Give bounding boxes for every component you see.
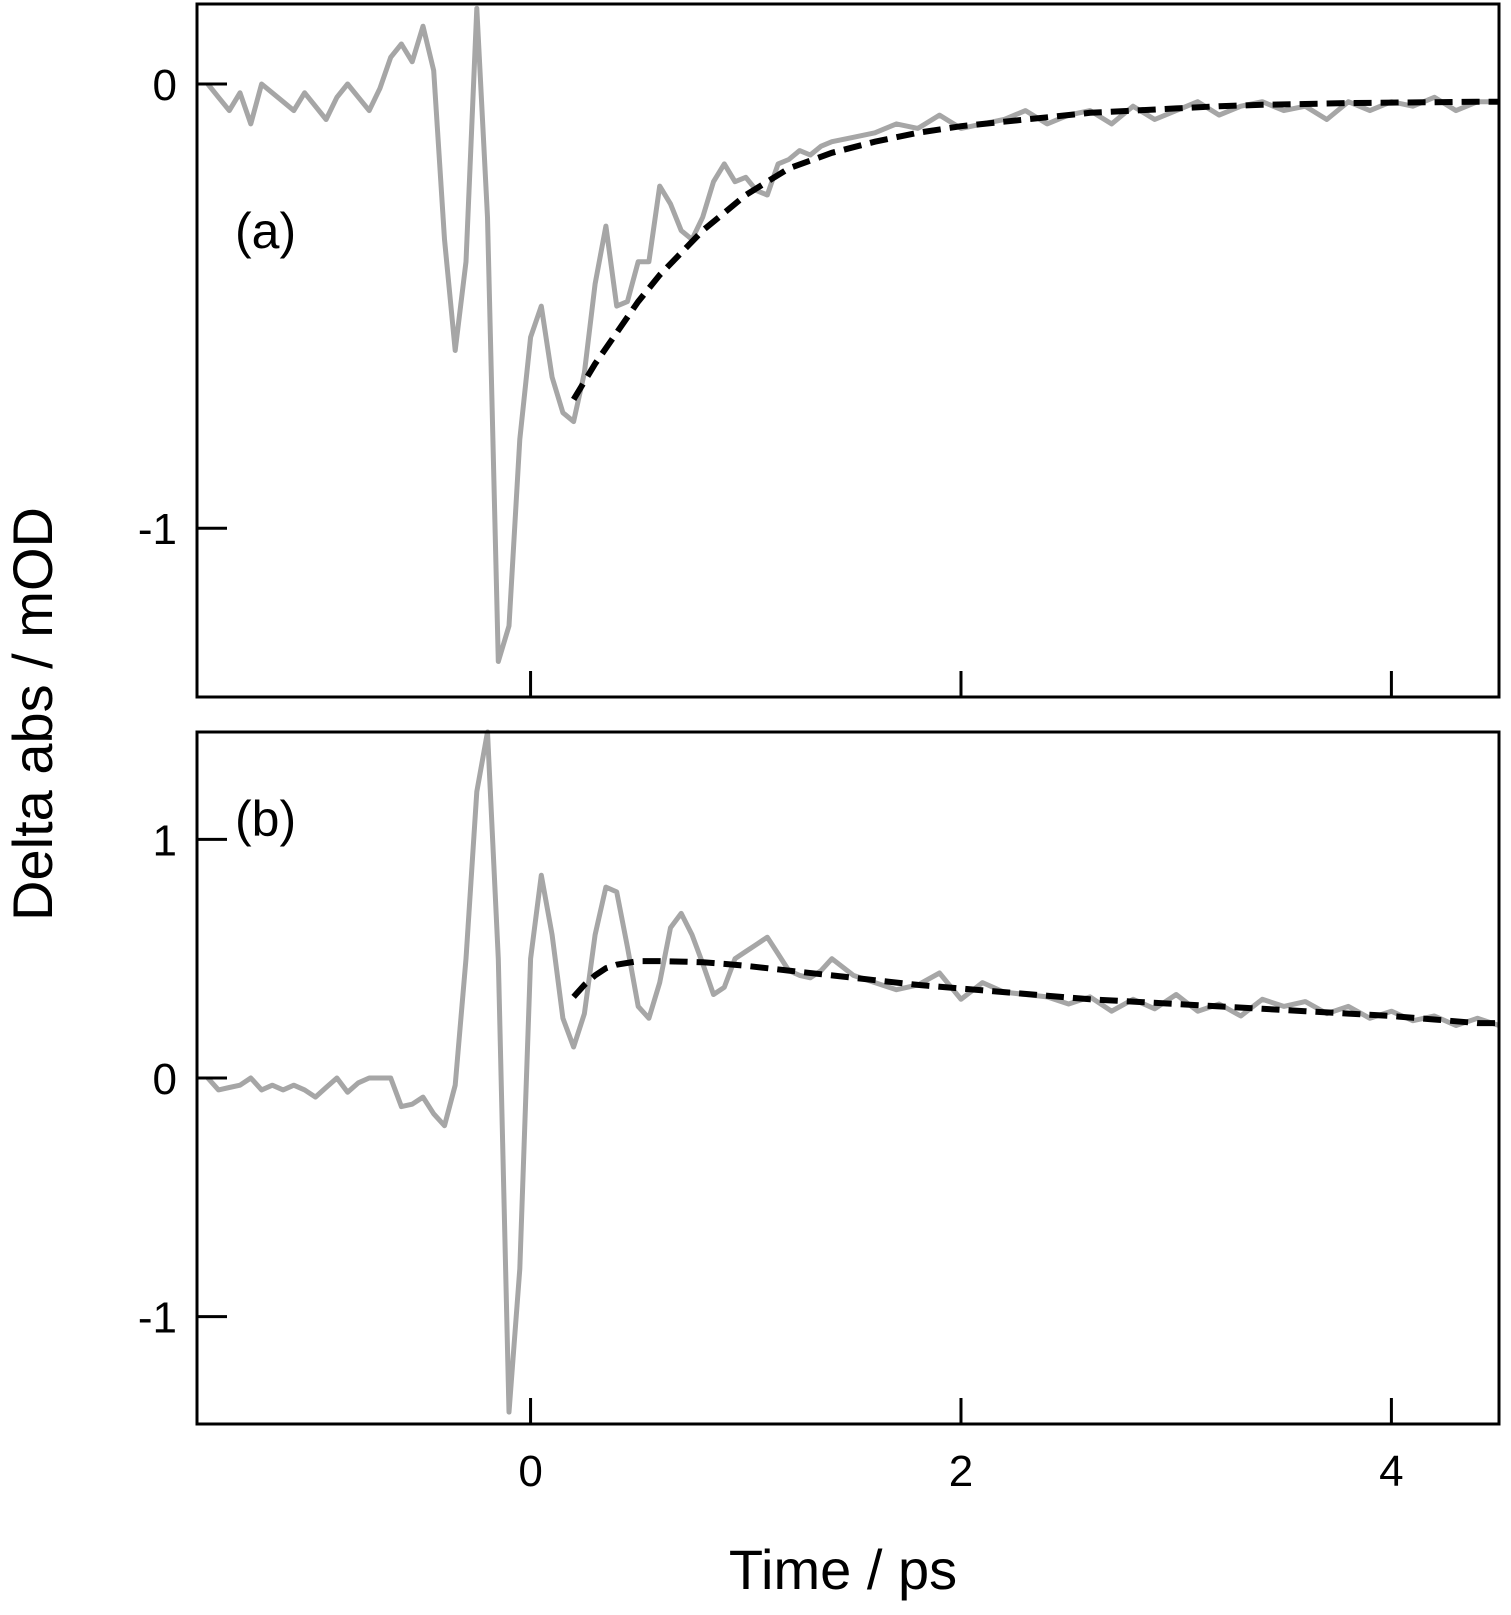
x-tick-label: 2 <box>949 1447 973 1496</box>
y-tick-label: -1 <box>138 1294 177 1343</box>
x-tick-label: 4 <box>1379 1447 1403 1496</box>
series-fit-line <box>571 958 1499 1027</box>
plot-frame <box>195 2 1501 699</box>
panel-a: 0 -1 (a) <box>138 2 1501 699</box>
series-fit-line <box>571 98 1499 401</box>
panel-label: (b) <box>235 791 296 847</box>
x-axis-label: Time / ps <box>729 1538 957 1601</box>
panel-b: 0 2 4 1 0 -1 (b) <box>138 729 1501 1496</box>
series-data-line <box>205 729 1500 1415</box>
x-tick-label: 0 <box>518 1447 542 1496</box>
y-tick-label: -1 <box>138 505 177 554</box>
y-tick-label: 0 <box>153 61 177 110</box>
y-tick-label: 1 <box>153 816 177 865</box>
panel-label: (a) <box>235 203 296 259</box>
y-axis-label: Delta abs / mOD <box>1 507 64 921</box>
y-tick-label: 0 <box>153 1055 177 1104</box>
